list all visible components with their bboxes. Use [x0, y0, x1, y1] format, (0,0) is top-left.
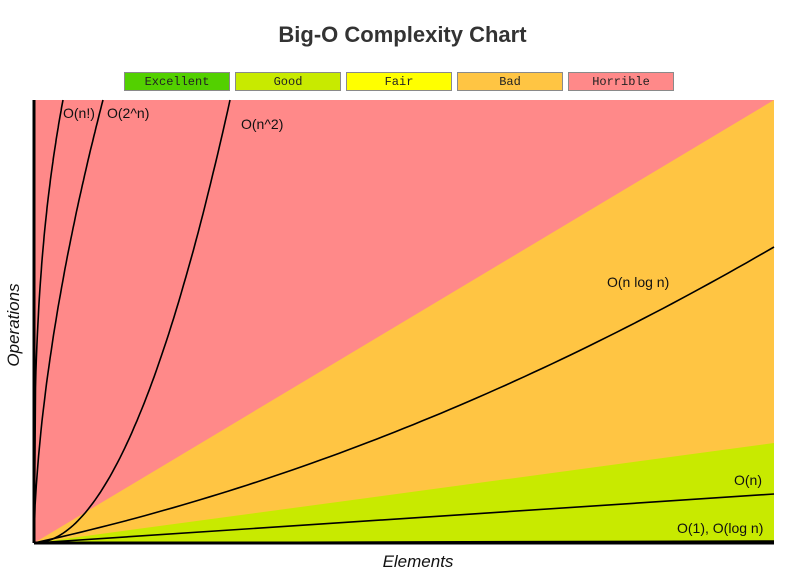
- legend: Excellent Good Fair Bad Horrible: [124, 72, 674, 91]
- curve-o-n: [33, 493, 775, 544]
- legend-item-excellent: Excellent: [124, 72, 230, 91]
- legend-item-bad: Bad: [457, 72, 563, 91]
- curve-o-n-log-n: [33, 246, 775, 544]
- chart-title: Big-O Complexity Chart: [278, 22, 527, 47]
- legend-item-fair: Fair: [346, 72, 452, 91]
- label-o-1-o-log-n: O(1), O(log n): [677, 520, 763, 536]
- legend-item-good: Good: [235, 72, 341, 91]
- label-o-n-log-n: O(n log n): [607, 274, 669, 290]
- label-o-n-2: O(n^2): [241, 116, 283, 132]
- x-axis-title: Elements: [383, 552, 454, 571]
- region-bad: [34, 100, 774, 543]
- y-axis-title: Operations: [4, 283, 23, 367]
- legend-item-horrible: Horrible: [568, 72, 674, 91]
- region-good: [34, 443, 774, 543]
- label-o-n: O(n!): [63, 105, 95, 121]
- label-o-2-n: O(2^n): [107, 105, 149, 121]
- curve-o-2-pow-n: [33, 99, 104, 544]
- curve-o-factorial: [33, 99, 64, 544]
- label-o-n: O(n): [734, 472, 762, 488]
- curve-o-n-squared: [33, 99, 231, 544]
